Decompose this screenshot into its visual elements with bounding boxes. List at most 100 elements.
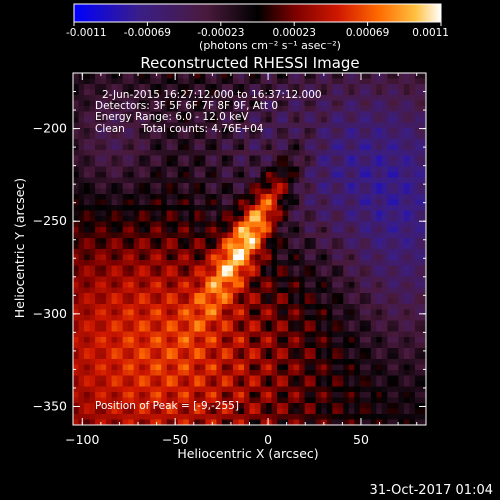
- heatmap-cell: [332, 370, 339, 377]
- heatmap-cell: [205, 89, 212, 96]
- heatmap-cell: [420, 139, 426, 146]
- heatmap-cell: [288, 298, 295, 305]
- heatmap-cell: [288, 216, 295, 223]
- heatmap-cell: [172, 337, 179, 344]
- heatmap-cell: [111, 177, 118, 184]
- heatmap-cell: [100, 364, 107, 371]
- heatmap-cell: [238, 254, 245, 261]
- heatmap-cell: [277, 276, 284, 283]
- heatmap-cell: [315, 117, 322, 124]
- heatmap-cell: [216, 370, 223, 377]
- heatmap-cell: [78, 78, 85, 85]
- heatmap-cell: [249, 177, 256, 184]
- heatmap-cell: [403, 403, 411, 410]
- heatmap-cell: [376, 95, 383, 102]
- heatmap-cell: [420, 419, 426, 425]
- heatmap-cell: [370, 249, 377, 256]
- heatmap-cell: [117, 386, 124, 393]
- heatmap-cell: [133, 375, 140, 382]
- heatmap-cell: [420, 370, 426, 377]
- heatmap-cell: [387, 337, 394, 344]
- heatmap-cell: [315, 386, 322, 393]
- heatmap-cell: [359, 150, 366, 157]
- heatmap-cell: [128, 100, 135, 107]
- heatmap-cell: [183, 282, 190, 289]
- heatmap-cell: [100, 386, 107, 393]
- heatmap-cell: [117, 260, 124, 267]
- heatmap-cell: [266, 172, 273, 179]
- heatmap-cell: [310, 381, 317, 388]
- heatmap-cell: [255, 166, 262, 173]
- x-tick-label: 50: [353, 432, 369, 447]
- heatmap-cell: [315, 397, 322, 404]
- heatmap-cell: [166, 271, 173, 278]
- heatmap-cell: [387, 265, 394, 272]
- heatmap-cell: [414, 155, 422, 162]
- heatmap-cell: [238, 128, 245, 135]
- heatmap-cell: [310, 216, 317, 223]
- heatmap-cell: [73, 111, 80, 118]
- y-tick-label: −250: [33, 213, 67, 228]
- heatmap-cell: [139, 381, 146, 388]
- heatmap-cell: [100, 271, 107, 278]
- heatmap-cell: [348, 100, 355, 107]
- heatmap-cell: [150, 315, 157, 322]
- heatmap-cell: [343, 73, 350, 80]
- heatmap-cell: [321, 293, 328, 300]
- heatmap-cell: [89, 73, 96, 80]
- heatmap-cell: [260, 276, 267, 283]
- heatmap-cell: [288, 414, 295, 421]
- heatmap-cell: [315, 392, 322, 399]
- heatmap-cell: [78, 144, 85, 151]
- heatmap-cell: [243, 419, 251, 425]
- heatmap-cell: [161, 320, 168, 327]
- heatmap-cell: [376, 172, 383, 179]
- heatmap-cell: [260, 397, 267, 404]
- heatmap-cell: [161, 249, 168, 256]
- heatmap-cell: [100, 177, 107, 184]
- heatmap-cell: [183, 342, 190, 349]
- heatmap-cell: [210, 216, 218, 223]
- heatmap-cell: [370, 370, 377, 377]
- heatmap-cell: [78, 397, 85, 404]
- heatmap-cell: [398, 414, 405, 421]
- heatmap-cell: [337, 414, 344, 421]
- heatmap-cell: [255, 194, 262, 201]
- heatmap-cell: [266, 254, 273, 261]
- heatmap-cell: [321, 133, 328, 140]
- heatmap-cell: [155, 287, 162, 294]
- heatmap-cell: [398, 128, 405, 135]
- heatmap-cell: [183, 397, 190, 404]
- heatmap-cell: [359, 397, 366, 404]
- heatmap-cell: [420, 183, 426, 190]
- heatmap-cell: [304, 95, 311, 102]
- heatmap-cell: [293, 221, 300, 228]
- heatmap-cell: [84, 194, 91, 201]
- heatmap-cell: [354, 150, 361, 157]
- heatmap-cell: [359, 348, 366, 355]
- heatmap-cell: [370, 194, 377, 201]
- heatmap-cell: [266, 298, 273, 305]
- heatmap-cell: [89, 397, 96, 404]
- heatmap-cell: [188, 359, 195, 366]
- heatmap-cell: [293, 188, 300, 195]
- heatmap-cell: [249, 84, 256, 91]
- heatmap-cell: [133, 111, 140, 118]
- heatmap-cell: [398, 309, 405, 316]
- heatmap-cell: [376, 304, 383, 311]
- heatmap-cell: [122, 271, 129, 278]
- heatmap-cell: [332, 282, 339, 289]
- heatmap-cell: [122, 194, 129, 201]
- heatmap-cell: [106, 353, 113, 360]
- heatmap-cell: [392, 199, 400, 206]
- heatmap-cell: [260, 254, 267, 261]
- heatmap-cell: [337, 249, 344, 256]
- heatmap-cell: [398, 106, 405, 113]
- heatmap-cell: [221, 271, 229, 278]
- heatmap-cell: [128, 243, 135, 250]
- heatmap-cell: [232, 287, 240, 294]
- heatmap-cell: [387, 408, 394, 415]
- heatmap-cell: [166, 106, 173, 113]
- heatmap-cell: [111, 89, 118, 96]
- heatmap-cell: [221, 188, 229, 195]
